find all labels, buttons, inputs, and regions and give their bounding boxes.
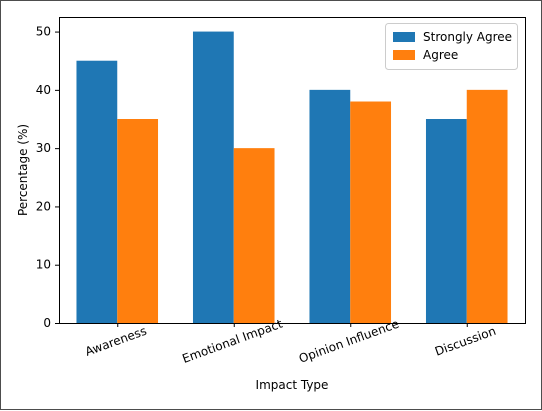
bar-agree-opinion-influence bbox=[350, 101, 392, 323]
y-tick-label: 10 bbox=[36, 258, 51, 272]
y-tick-label: 20 bbox=[36, 199, 51, 213]
legend-swatch bbox=[393, 50, 415, 60]
y-tick-label: 40 bbox=[36, 83, 51, 97]
legend-label: Strongly Agree bbox=[423, 30, 512, 44]
bars-layer bbox=[76, 31, 508, 323]
legend-swatch bbox=[393, 32, 415, 42]
legend-box bbox=[385, 23, 518, 70]
bar-strongly-agree-opinion-influence bbox=[309, 89, 351, 323]
bar-strongly-agree-emotional-impact bbox=[192, 31, 234, 323]
x-tick-label: Opinion Influence bbox=[297, 317, 401, 366]
legend: Strongly Agree Agree bbox=[385, 23, 518, 70]
bar-agree-discussion bbox=[466, 89, 508, 323]
y-tick-label: 30 bbox=[36, 141, 51, 155]
y-axis-ticks: 0 10 20 30 40 50 bbox=[36, 25, 59, 330]
x-tick-label: Awareness bbox=[83, 324, 148, 359]
bar-strongly-agree-awareness bbox=[76, 60, 118, 323]
plot-frame bbox=[59, 17, 526, 324]
y-tick-label: 0 bbox=[43, 316, 51, 330]
y-axis-label: Percentage (%) bbox=[16, 124, 30, 216]
bar-agree-awareness bbox=[117, 119, 159, 323]
x-axis-label: Impact Type bbox=[256, 378, 329, 392]
x-tick-label: Discussion bbox=[433, 324, 498, 359]
bar-agree-emotional-impact bbox=[233, 148, 275, 323]
legend-label: Agree bbox=[423, 48, 458, 62]
y-tick-label: 50 bbox=[36, 25, 51, 39]
bar-strongly-agree-discussion bbox=[425, 119, 467, 323]
